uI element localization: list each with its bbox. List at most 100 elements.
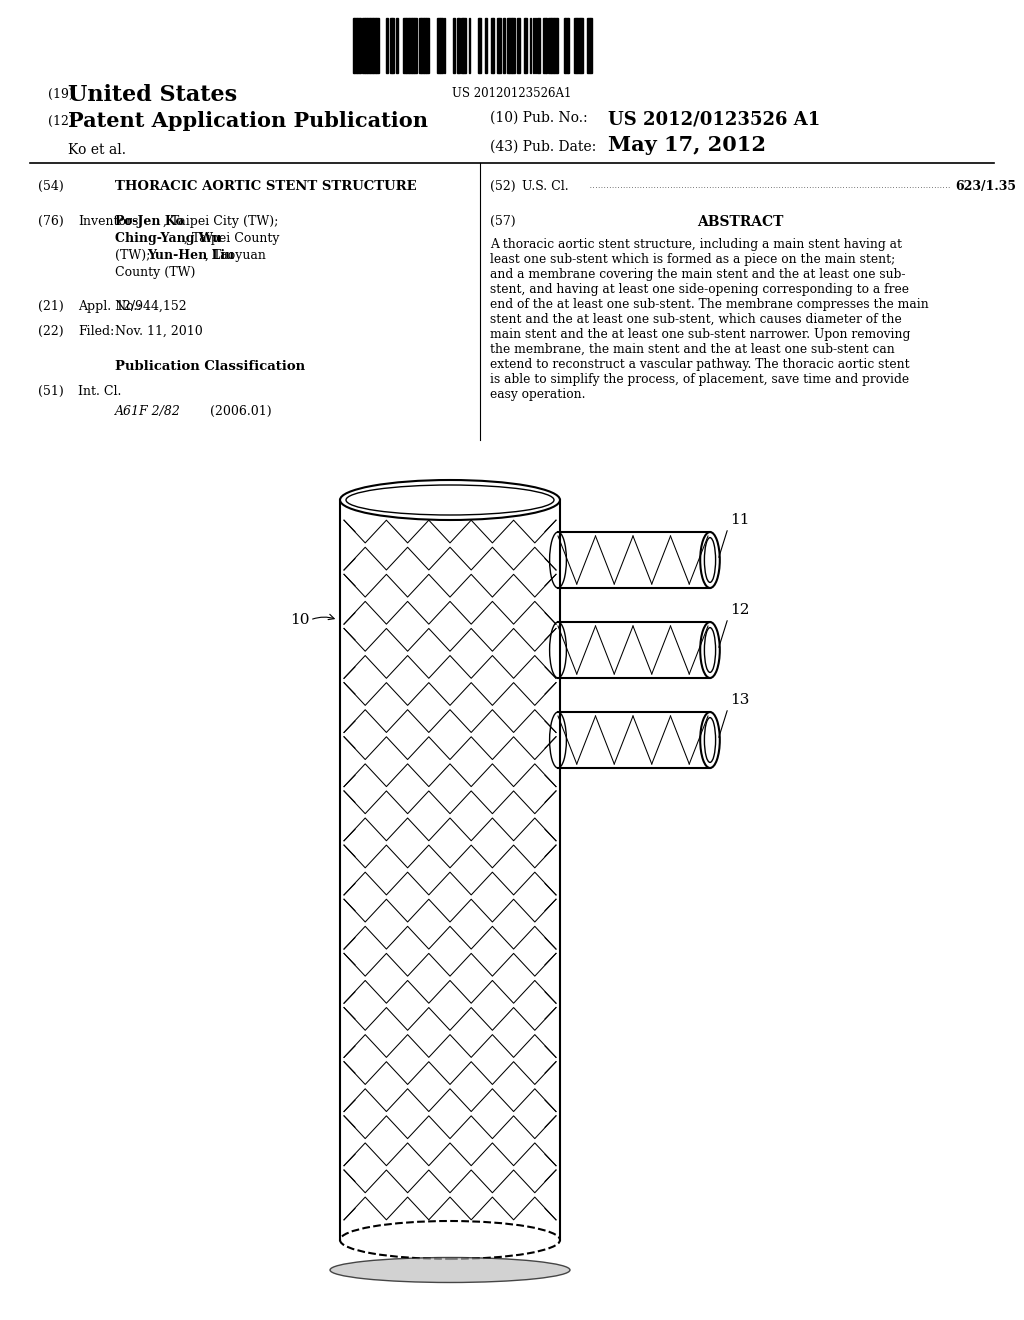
Bar [503, 18, 505, 73]
Text: 12: 12 [730, 603, 750, 616]
Text: , Taoyuan: , Taoyuan [205, 249, 266, 261]
Text: (12): (12) [48, 115, 74, 128]
Text: 10: 10 [290, 612, 309, 627]
Text: 11: 11 [730, 513, 750, 527]
Bar [577, 18, 580, 73]
Text: (22): (22) [38, 325, 63, 338]
Bar [461, 18, 463, 73]
Bar [357, 18, 360, 73]
Bar [406, 18, 409, 73]
Text: 13: 13 [730, 693, 750, 708]
Text: May 17, 2012: May 17, 2012 [608, 135, 766, 154]
Bar [426, 18, 429, 73]
Text: Appl. No.:: Appl. No.: [78, 300, 141, 313]
Text: (51): (51) [38, 385, 63, 399]
Text: (TW);: (TW); [115, 249, 155, 261]
Bar [512, 18, 515, 73]
Text: 12/944,152: 12/944,152 [115, 300, 186, 313]
Bar [479, 18, 481, 73]
Text: County (TW): County (TW) [115, 267, 196, 279]
Text: (76): (76) [38, 215, 63, 228]
Text: , Taipei County: , Taipei County [184, 232, 280, 246]
Bar [525, 18, 527, 73]
Text: (57): (57) [490, 215, 516, 228]
Bar [421, 18, 424, 73]
Bar [587, 18, 590, 73]
Bar [517, 18, 520, 73]
Text: Po-Jen Ko: Po-Jen Ko [115, 215, 183, 228]
Text: extend to reconstruct a vascular pathway. The thoracic aortic stent: extend to reconstruct a vascular pathway… [490, 358, 909, 371]
Text: Ko et al.: Ko et al. [68, 143, 126, 157]
Text: Inventors:: Inventors: [78, 215, 142, 228]
Bar [565, 18, 568, 73]
Bar [590, 18, 592, 73]
Text: (54): (54) [38, 180, 63, 193]
Text: United States: United States [68, 84, 238, 106]
Text: A61F 2/82: A61F 2/82 [115, 405, 181, 418]
Bar [437, 18, 440, 73]
Bar [497, 18, 499, 73]
Text: stent, and having at least one side-opening corresponding to a free: stent, and having at least one side-open… [490, 282, 909, 296]
Text: , Taipei City (TW);: , Taipei City (TW); [163, 215, 279, 228]
Text: Filed:: Filed: [78, 325, 115, 338]
Ellipse shape [330, 1258, 570, 1283]
Text: Publication Classification: Publication Classification [115, 360, 305, 374]
Bar [367, 18, 370, 73]
Bar [574, 18, 575, 73]
Bar [373, 18, 376, 73]
Bar [390, 18, 392, 73]
Bar [419, 18, 421, 73]
Text: the membrane, the main stent and the at least one sub-stent can: the membrane, the main stent and the at … [490, 343, 895, 356]
Bar [499, 18, 501, 73]
Text: Int. Cl.: Int. Cl. [78, 385, 122, 399]
Text: Patent Application Publication: Patent Application Publication [68, 111, 428, 131]
Bar [509, 18, 512, 73]
Bar [424, 18, 426, 73]
Text: and a membrane covering the main stent and the at least one sub-: and a membrane covering the main stent a… [490, 268, 905, 281]
Text: stent and the at least one sub-stent, which causes diameter of the: stent and the at least one sub-stent, wh… [490, 313, 902, 326]
Bar [537, 18, 540, 73]
Text: U.S. Cl.: U.S. Cl. [522, 180, 568, 193]
Bar [490, 18, 493, 73]
Bar [409, 18, 412, 73]
Text: US 20120123526A1: US 20120123526A1 [453, 87, 571, 100]
Text: least one sub-stent which is formed as a piece on the main stent;: least one sub-stent which is formed as a… [490, 253, 895, 267]
Text: Ching-Yang Wu: Ching-Yang Wu [115, 232, 221, 246]
Bar [507, 18, 509, 73]
Bar [453, 18, 455, 73]
Bar [485, 18, 487, 73]
Text: easy operation.: easy operation. [490, 388, 586, 401]
Bar [554, 18, 557, 73]
Text: ABSTRACT: ABSTRACT [696, 215, 783, 228]
Bar [354, 18, 357, 73]
Text: main stent and the at least one sub-stent narrower. Upon removing: main stent and the at least one sub-sten… [490, 327, 910, 341]
Text: (52): (52) [490, 180, 516, 193]
Bar [551, 18, 554, 73]
Text: is able to simplify the process, of placement, save time and provide: is able to simplify the process, of plac… [490, 374, 909, 385]
Text: THORACIC AORTIC STENT STRUCTURE: THORACIC AORTIC STENT STRUCTURE [115, 180, 417, 193]
Text: end of the at least one sub-stent. The membrane compresses the main: end of the at least one sub-stent. The m… [490, 298, 929, 312]
Bar [370, 18, 373, 73]
Text: (21): (21) [38, 300, 63, 313]
Text: (19): (19) [48, 88, 74, 102]
Text: Yun-Hen Liu: Yun-Hen Liu [146, 249, 234, 261]
Bar [376, 18, 379, 73]
Text: A thoracic aortic stent structure, including a main stent having at: A thoracic aortic stent structure, inclu… [490, 238, 902, 251]
Text: (43) Pub. Date:: (43) Pub. Date: [490, 140, 596, 154]
Text: 623/1.35: 623/1.35 [955, 180, 1016, 193]
Bar [548, 18, 551, 73]
Bar [403, 18, 406, 73]
Bar [414, 18, 417, 73]
Text: (10) Pub. No.:: (10) Pub. No.: [490, 111, 588, 125]
Bar [386, 18, 388, 73]
Bar [581, 18, 583, 73]
Bar [440, 18, 443, 73]
Text: Nov. 11, 2010: Nov. 11, 2010 [115, 325, 203, 338]
Bar [362, 18, 365, 73]
Bar [392, 18, 394, 73]
Bar [543, 18, 546, 73]
Text: (2006.01): (2006.01) [210, 405, 271, 418]
Bar [458, 18, 460, 73]
Bar [365, 18, 367, 73]
Bar [412, 18, 414, 73]
